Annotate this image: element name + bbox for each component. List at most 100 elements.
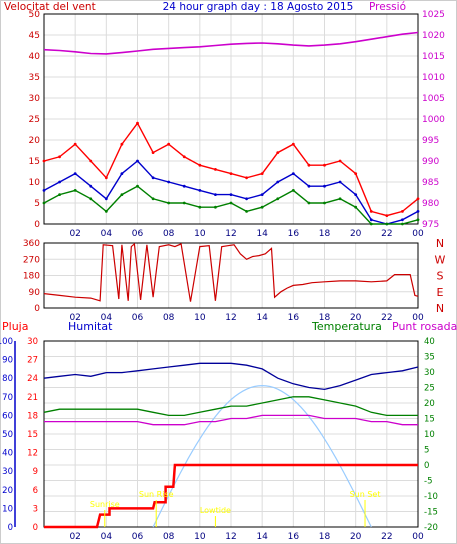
point-gust [276, 151, 280, 155]
point-gust [245, 176, 248, 180]
point-gust [369, 210, 373, 213]
x-tick-label: 16 [288, 313, 300, 323]
point-wind_avg [89, 184, 93, 188]
point-gust [260, 172, 264, 176]
point-gust [151, 151, 155, 155]
direction-plot-frame [43, 242, 419, 309]
point-wind_avg [260, 193, 264, 197]
point-wind_speed [229, 201, 233, 205]
point-wind_avg [369, 218, 373, 222]
point-wind_avg [73, 172, 77, 176]
x-tick-label: 20 [350, 313, 362, 323]
point-gust [89, 159, 93, 163]
environment-plot-frame [43, 340, 419, 528]
y-rain-tick-label: 0 [33, 523, 38, 533]
y-rain-tick-label: 24 [27, 374, 38, 384]
y-temp-tick-label: 15 [424, 415, 435, 425]
x-tick-label: 06 [132, 229, 144, 239]
point-wind_avg [136, 159, 139, 163]
x-tick-label: 12 [225, 313, 236, 323]
point-wind_speed [323, 201, 326, 205]
x-tick-label: 06 [132, 532, 144, 542]
y-right-tick-label: 975 [422, 220, 439, 230]
y-left-tick-label: 270 [23, 255, 40, 265]
sun-elevation-curve [152, 384, 372, 528]
y-right-tick-label: 995 [422, 136, 439, 146]
point-wind_avg [307, 184, 311, 188]
y-left-tick-label: 5 [34, 199, 40, 209]
y-right-tick-label: 1010 [422, 73, 445, 83]
x-tick-label: 04 [101, 532, 113, 542]
y-temp-tick-label: -10 [424, 492, 438, 502]
wind-plot-frame [43, 13, 419, 225]
point-gust [291, 142, 295, 146]
y-humidity-tick-label: 0 [8, 523, 13, 533]
y-right-tick-label: 1015 [422, 52, 445, 62]
point-wind_speed [276, 197, 280, 201]
point-gust [385, 214, 389, 218]
x-tick-label: 10 [194, 532, 206, 542]
point-gust [104, 176, 108, 180]
y-rain-tick-label: 27 [27, 356, 38, 366]
y-left-tick-label: 50 [29, 10, 41, 20]
point-wind_avg [198, 189, 202, 192]
point-wind_avg [291, 172, 295, 176]
x-tick-label: 02 [69, 532, 80, 542]
y-left-tick-label: 0 [34, 304, 40, 314]
y-temp-tick-label: -15 [424, 508, 438, 518]
y-rain-tick-label: 9 [33, 467, 38, 477]
point-gust [214, 168, 217, 171]
point-gust [198, 163, 202, 167]
point-gust [167, 142, 171, 146]
y-humidity-tick-label: 100 [0, 337, 13, 347]
x-tick-label: 02 [69, 229, 80, 239]
point-gust [229, 172, 233, 176]
y-left-tick-label: 35 [29, 73, 40, 83]
humidity-label: Humitat [68, 320, 113, 333]
y-humidity-tick-label: 90 [2, 356, 13, 366]
x-tick-label: 04 [101, 229, 113, 239]
point-gust [182, 155, 186, 159]
x-tick-label: 08 [163, 313, 175, 323]
y-right-tick-label: 1000 [422, 115, 445, 125]
point-wind_avg [167, 180, 171, 184]
point-gust [307, 163, 311, 167]
point-gust [401, 210, 404, 213]
point-gust [323, 163, 326, 167]
point-wind_avg [58, 180, 61, 184]
x-tick-label: 22 [381, 229, 392, 239]
wind-right-title: Pressió [369, 1, 406, 13]
point-wind_speed [42, 201, 46, 205]
y-left-tick-label: 360 [23, 239, 40, 249]
point-gust [120, 142, 124, 146]
x-tick-label: 06 [132, 313, 144, 323]
x-tick-label: 22 [381, 532, 392, 542]
y-temp-tick-label: 10 [424, 430, 435, 440]
x-tick-label: 16 [288, 229, 300, 239]
point-wind_avg [151, 176, 155, 180]
point-gust [73, 142, 77, 146]
x-tick-label: 08 [163, 229, 175, 239]
series-rain [44, 463, 418, 529]
point-wind_speed [214, 205, 217, 209]
wind-left-title: Velocitat del vent [4, 1, 96, 13]
wind-chart-title: 24 hour graph day : 18 Agosto 2015 [163, 1, 354, 13]
y-left-tick-label: 25 [29, 115, 40, 125]
y-temp-tick-label: 5 [424, 446, 429, 456]
y-right-tick-label: 990 [422, 157, 439, 167]
event-label: Sun Set [350, 490, 381, 499]
point-gust [136, 121, 139, 125]
x-tick-label: 00 [412, 532, 424, 542]
point-gust [58, 155, 61, 159]
point-wind_speed [401, 222, 404, 226]
y-rain-tick-label: 6 [33, 486, 38, 496]
point-wind_speed [245, 210, 248, 213]
point-wind_speed [120, 193, 124, 197]
y-temp-tick-label: 35 [424, 353, 435, 363]
y-humidity-tick-label: 40 [2, 449, 13, 459]
y-left-tick-label: 180 [23, 272, 40, 282]
point-wind_avg [214, 193, 217, 197]
x-tick-label: 02 [69, 313, 80, 323]
